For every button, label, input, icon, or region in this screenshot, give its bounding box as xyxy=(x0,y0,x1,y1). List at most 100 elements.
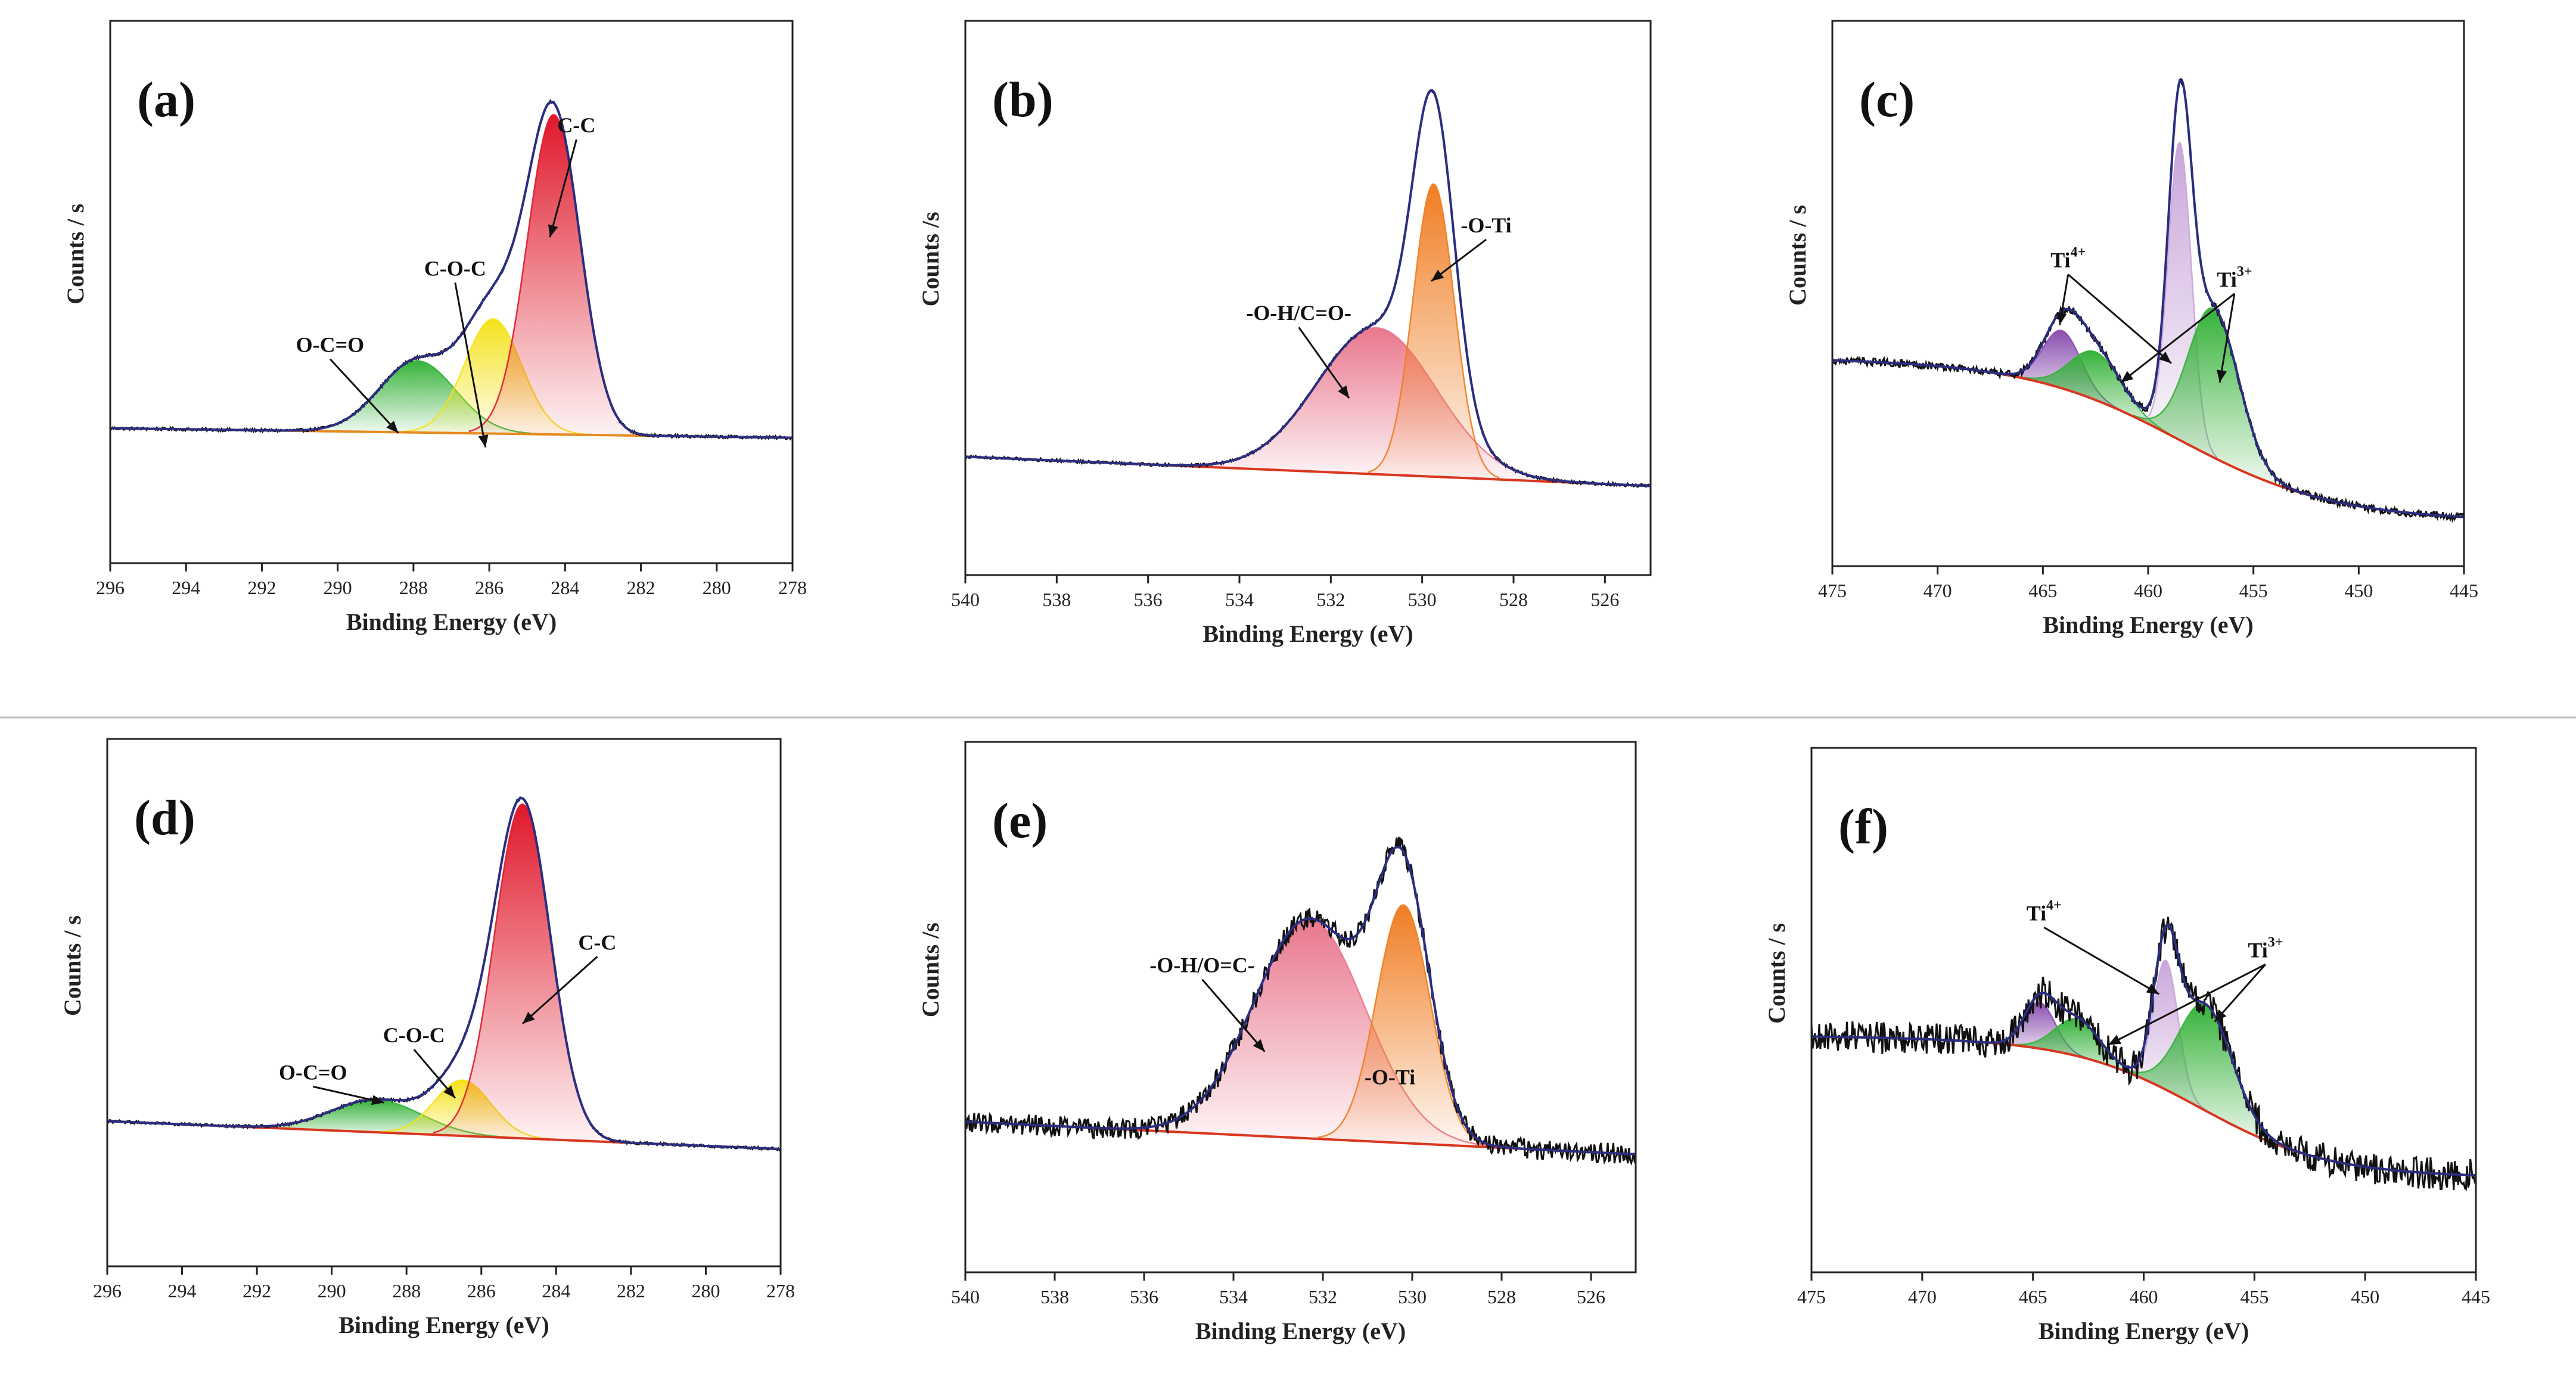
annotation-label: C-C xyxy=(557,113,595,137)
envelope-line xyxy=(965,89,1651,487)
annotation-label: Ti3+ xyxy=(2248,934,2283,962)
x-tick-label: 534 xyxy=(1219,1286,1248,1307)
panel-label: (c) xyxy=(1859,72,1915,128)
x-tick-label: 538 xyxy=(1040,1286,1069,1307)
annotation-arrowhead xyxy=(2121,371,2134,383)
annotation-superscript: 4+ xyxy=(2046,897,2062,913)
raw-data-line xyxy=(1831,77,2465,523)
x-tick-label: 540 xyxy=(951,589,980,610)
annotation-label: -O-Ti xyxy=(1365,1066,1415,1089)
x-tick-label: 290 xyxy=(318,1280,346,1301)
envelope-line xyxy=(107,797,781,1151)
annotation-superscript: 3+ xyxy=(2237,264,2252,279)
annotation-arrow xyxy=(329,358,399,434)
x-tick-label: 465 xyxy=(2019,1286,2047,1307)
x-tick-label: 534 xyxy=(1225,589,1254,610)
x-tick-label: 288 xyxy=(392,1280,421,1301)
chart-panel-d: 296 294 292 290 288 286 284 282 280 278 Binding En… xyxy=(59,738,795,1338)
annotation-arrowhead xyxy=(443,1085,455,1098)
background-line xyxy=(1832,359,2465,518)
annotation-arrow xyxy=(2067,274,2172,364)
x-tick-label: 288 xyxy=(399,577,428,598)
annotation-arrowhead xyxy=(2108,1035,2121,1045)
panel-label: (d) xyxy=(134,790,195,846)
raw-data-line xyxy=(1810,917,2477,1191)
x-tick-label: 292 xyxy=(243,1280,271,1301)
chart-panel-f: 475 470 465 460 455 450 445 Binding Energy (eV)… xyxy=(1763,747,2490,1344)
x-tick-label: 475 xyxy=(1797,1286,1826,1307)
annotation-arrowhead xyxy=(2216,369,2227,383)
annotation-superscript: 3+ xyxy=(2268,934,2283,950)
x-tick-label: 292 xyxy=(247,577,276,598)
x-tick-label: 296 xyxy=(96,577,125,598)
x-tick-label: 470 xyxy=(1908,1286,1937,1307)
y-axis-title: Counts /s xyxy=(917,212,944,306)
x-tick-label: 526 xyxy=(1577,1286,1605,1307)
annotation-arrowhead xyxy=(386,420,399,433)
plot-frame xyxy=(109,20,794,564)
plot-frame xyxy=(1831,20,2465,567)
annotation-arrow xyxy=(549,139,577,238)
annotation-arrow xyxy=(2120,293,2235,384)
x-tick-label: 538 xyxy=(1042,589,1071,610)
annotation-arrow xyxy=(521,956,598,1025)
peak--o-h-c-o--fill xyxy=(1186,327,1567,483)
plot-frame xyxy=(1810,747,2477,1273)
x-tick-label: 536 xyxy=(1130,1286,1158,1307)
annotation-arrow xyxy=(2218,293,2236,383)
x-tick-label: 294 xyxy=(168,1280,197,1301)
x-tick-label: 530 xyxy=(1398,1286,1427,1307)
x-tick-label: 470 xyxy=(1924,580,1952,601)
plot-frame xyxy=(964,20,1652,576)
x-tick-label: 532 xyxy=(1309,1286,1337,1307)
annotation-label: C-O-C xyxy=(383,1023,445,1047)
annotation-arrow xyxy=(2108,963,2266,1046)
chart-panel-a: 296 294 292 290 288 286 284 282 280 278 Binding En… xyxy=(62,20,807,635)
envelope-line xyxy=(110,100,793,439)
annotation-arrowhead xyxy=(2214,1009,2227,1022)
y-axis-title: Counts / s xyxy=(62,204,89,305)
x-tick-label: 530 xyxy=(1408,589,1437,610)
y-axis-title: Counts / s xyxy=(1763,923,1790,1024)
y-axis-title: Counts / s xyxy=(1784,205,1811,306)
annotation-arrowhead xyxy=(478,434,489,448)
x-tick-label: 460 xyxy=(2134,580,2162,601)
envelope-line xyxy=(1832,77,2465,518)
annotation-label: C-C xyxy=(578,930,616,954)
chart-panel-c: 475 470 465 460 455 450 445 Binding Energy (eV)… xyxy=(1784,20,2478,638)
x-axis-title: Binding Energy (eV) xyxy=(338,1312,549,1338)
x-tick-label: 286 xyxy=(467,1280,496,1301)
x-tick-label: 280 xyxy=(691,1280,720,1301)
x-tick-label: 282 xyxy=(617,1280,645,1301)
x-tick-label: 465 xyxy=(2028,580,2057,601)
panel-label: (a) xyxy=(137,72,195,128)
x-tick-label: 282 xyxy=(627,577,655,598)
panel-label: (e) xyxy=(992,793,1048,849)
x-tick-label: 528 xyxy=(1499,589,1528,610)
x-axis-title: Binding Energy (eV) xyxy=(2043,611,2253,638)
annotation-arrowhead xyxy=(548,224,558,238)
annotation-arrow xyxy=(2043,927,2160,995)
y-axis-title: Counts /s xyxy=(917,922,944,1017)
annotation-label: -O-Ti xyxy=(1461,213,1511,237)
panel-label: (f) xyxy=(1838,799,1888,855)
x-axis-title: Binding Energy (eV) xyxy=(1195,1318,1406,1344)
x-tick-label: 450 xyxy=(2344,580,2373,601)
x-axis-title: Binding Energy (eV) xyxy=(346,608,557,635)
x-tick-label: 455 xyxy=(2239,580,2268,601)
annotation-label: -O-H/O=C- xyxy=(1149,953,1254,977)
x-tick-label: 280 xyxy=(703,577,731,598)
panel-label: (b) xyxy=(992,72,1054,128)
x-tick-label: 278 xyxy=(778,577,807,598)
x-tick-label: 296 xyxy=(93,1280,122,1301)
annotation-arrowhead xyxy=(2056,312,2067,325)
annotation-label: Ti4+ xyxy=(2027,897,2062,925)
annotation-arrowhead xyxy=(1431,269,1444,281)
annotation-arrow xyxy=(312,1085,384,1104)
annotation-arrowhead xyxy=(1338,385,1349,399)
chart-panel-b: 540 538 536 534 532 530 528 526 Binding Energy (… xyxy=(917,20,1652,647)
annotation-label: Ti3+ xyxy=(2217,264,2252,291)
x-tick-label: 294 xyxy=(172,577,200,598)
annotation-arrowhead xyxy=(2146,983,2159,995)
